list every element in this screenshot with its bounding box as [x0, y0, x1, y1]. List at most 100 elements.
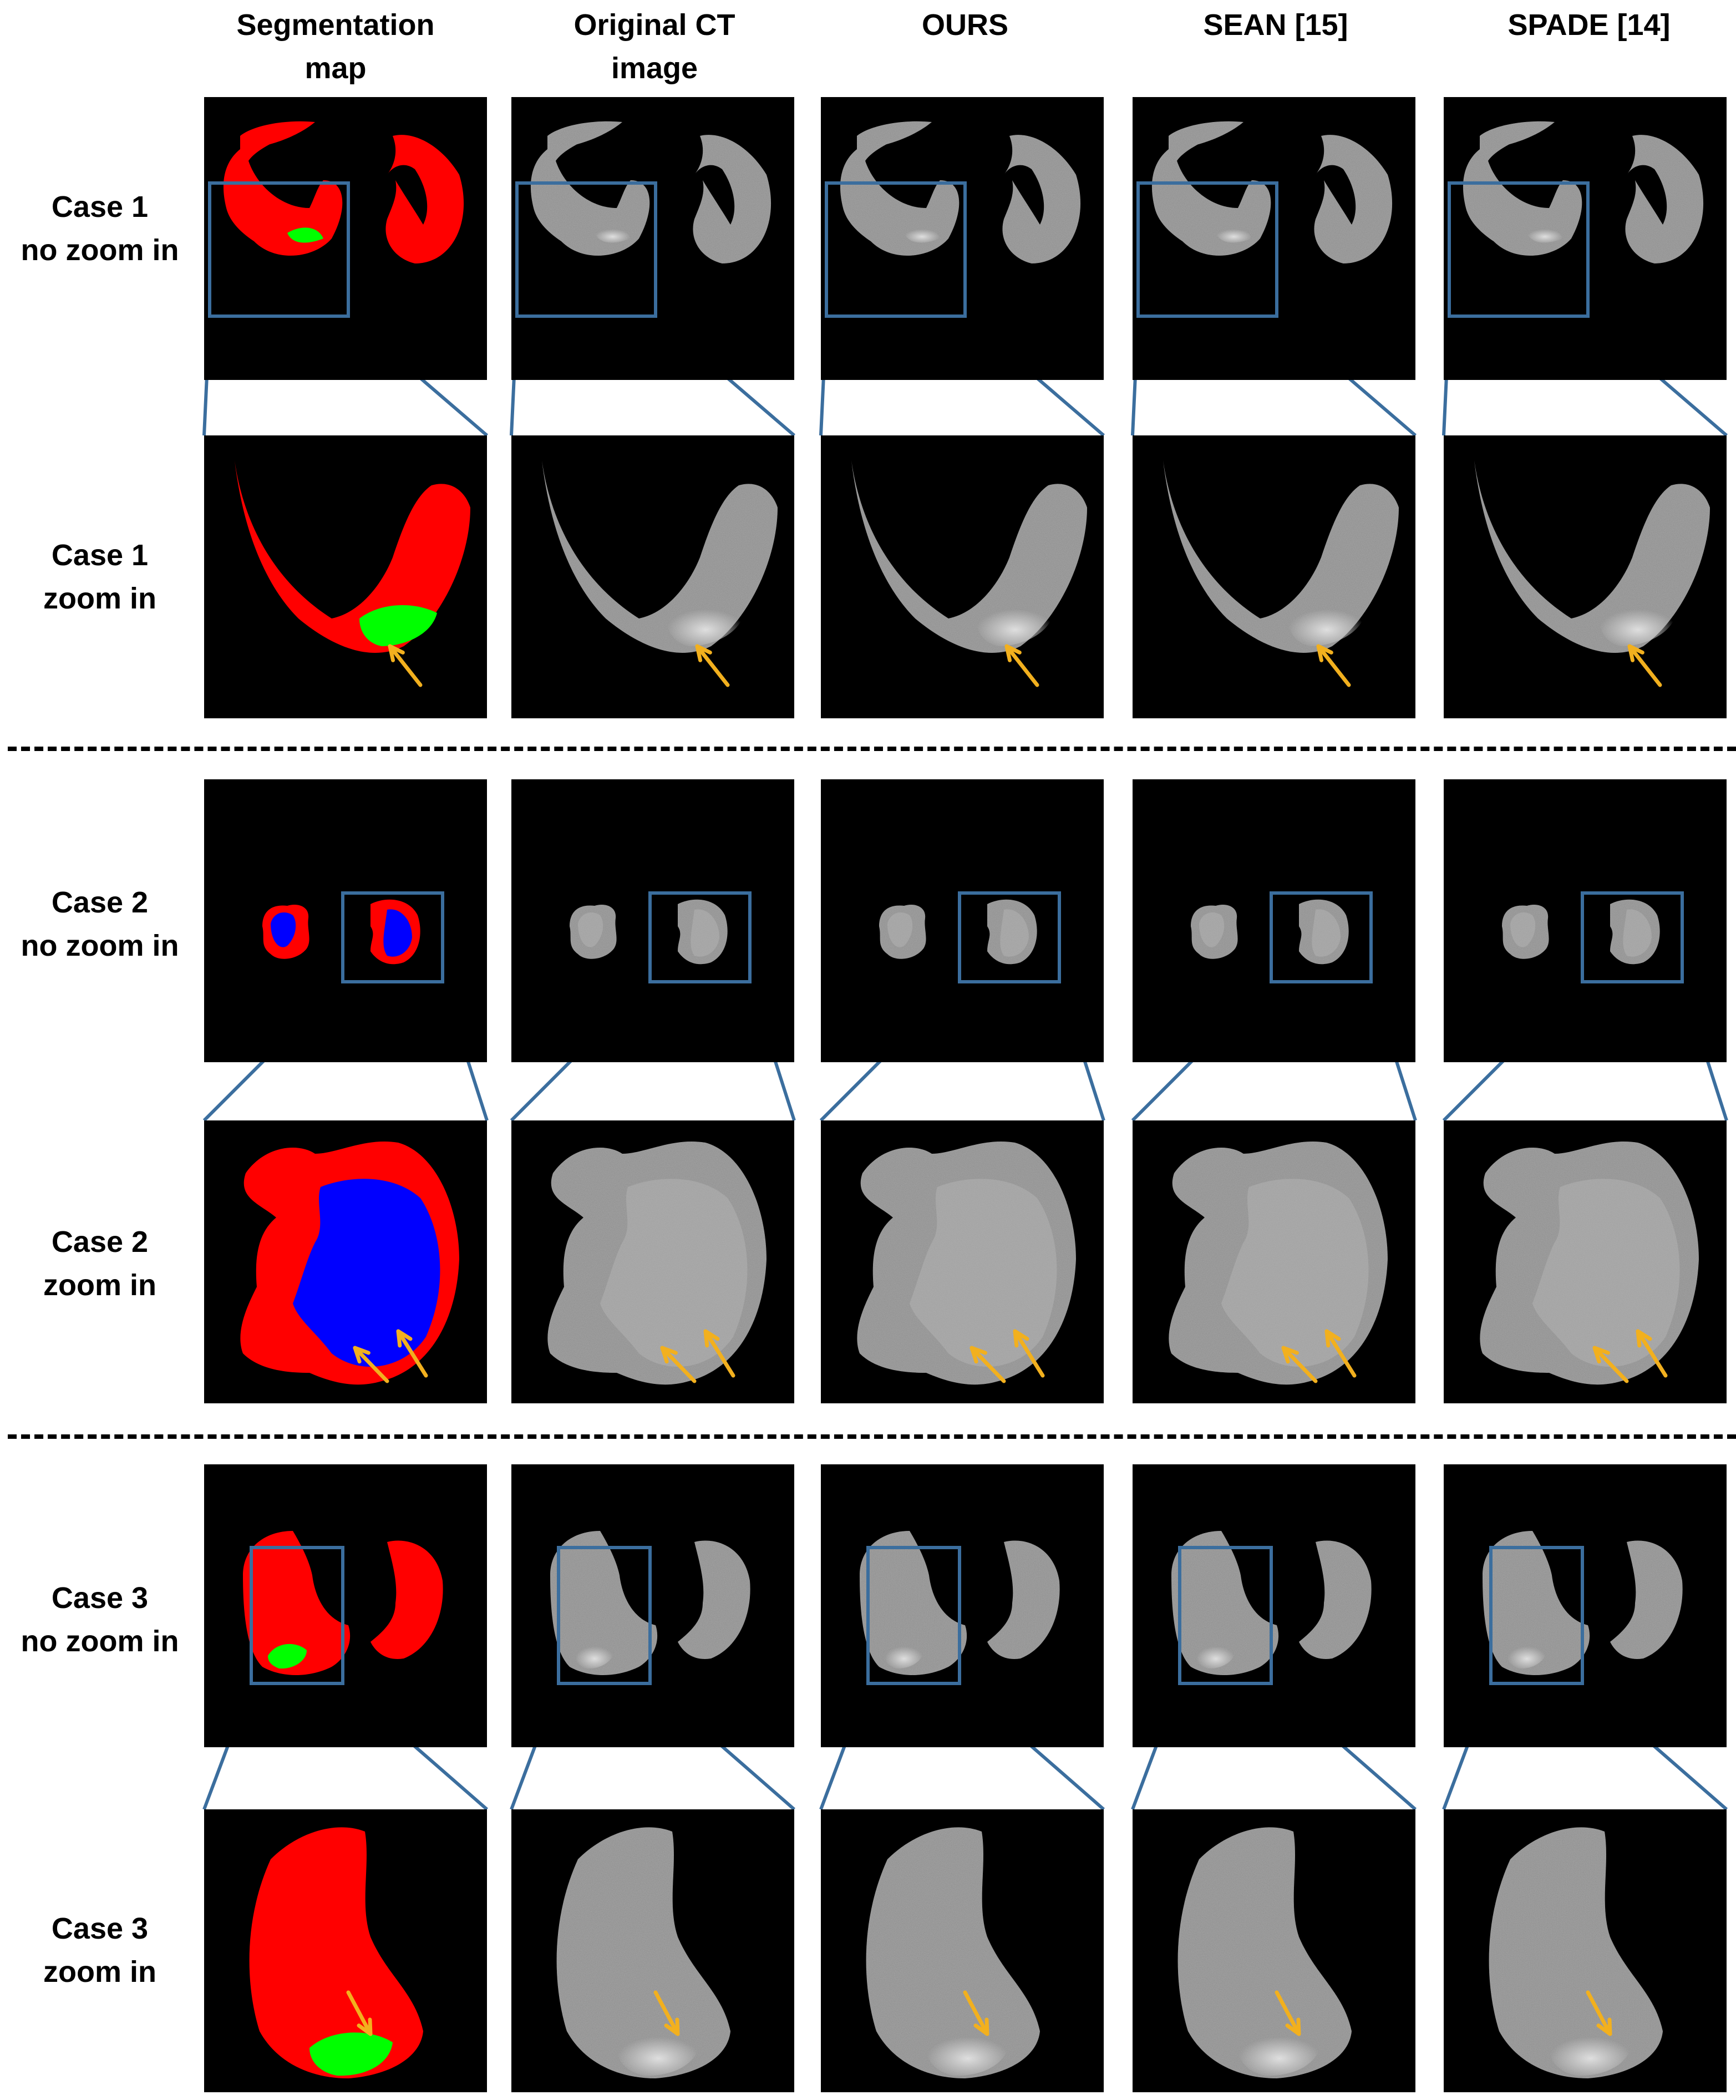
panel-case1-zoom-spade	[1444, 435, 1727, 718]
annotation-arrow	[1013, 1329, 1045, 1378]
lung-tissue	[530, 121, 650, 256]
panel-case2-overview-sean	[1133, 779, 1415, 1062]
lung-mask	[235, 460, 470, 653]
panel-case1-zoom-sean	[1133, 435, 1415, 718]
annotation-arrow	[969, 1346, 1006, 1383]
panel-case2-overview-spade	[1444, 779, 1727, 1062]
panel-case3-zoom-ct	[511, 1809, 794, 2092]
lung-tissue	[866, 1827, 1040, 2078]
row-label-line: Case 3	[51, 1581, 149, 1615]
zoom-region-box	[515, 181, 657, 318]
lung-tissue	[860, 1531, 967, 1675]
panel-case1-overview-seg	[204, 97, 487, 380]
panel-case3-overview-ct	[511, 1464, 794, 1747]
annotation-arrow	[1586, 1990, 1612, 2036]
lung-tissue	[1474, 460, 1710, 653]
lesion-mask-green	[268, 1644, 307, 1669]
column-header-line: SEAN [15]	[1203, 8, 1348, 42]
row-label-case1-zoom: Case 1 zoom in	[0, 534, 200, 620]
lesion-opacity	[600, 1179, 748, 1367]
zoom-region-box	[1178, 1546, 1273, 1685]
panel-case3-zoom-seg	[204, 1809, 487, 2092]
lung-tissue	[1002, 135, 1081, 263]
column-header-line: image	[611, 52, 698, 85]
lesion-mask-green	[287, 227, 323, 243]
column-header-ours: OURS	[821, 3, 1109, 47]
panel-case3-overview-sean	[1133, 1464, 1415, 1747]
row-label-line: Case 2	[51, 1225, 149, 1259]
row-label-case3-overview: Case 3 no zoom in	[0, 1576, 200, 1663]
lung-tissue	[1483, 1531, 1590, 1675]
row-label-line: Case 1	[51, 190, 149, 224]
row-label-line: Case 1	[51, 539, 149, 572]
lesion-opacity	[904, 227, 940, 243]
annotation-arrow	[1324, 1329, 1357, 1378]
zoom-region-box	[1136, 181, 1278, 318]
lung-tissue	[693, 135, 771, 263]
column-header-original-ct: Original CT image	[510, 3, 799, 90]
zoom-region-box	[1581, 891, 1684, 983]
row-label-case2-overview: Case 2 no zoom in	[0, 881, 200, 967]
panel-case2-overview-ct	[511, 779, 794, 1062]
lesion-mask-blue	[293, 1179, 440, 1367]
row-label-line: no zoom in	[21, 929, 179, 962]
annotation-arrow	[1592, 1346, 1629, 1383]
lung-tissue	[1151, 121, 1271, 256]
lesion-opacity	[1623, 909, 1652, 957]
panel-case2-zoom-seg	[204, 1120, 487, 1403]
lung-mask	[370, 1540, 443, 1659]
lesion-opacity	[1527, 227, 1563, 243]
zoom-region-box	[1270, 891, 1373, 983]
row-label-line: zoom in	[43, 1955, 156, 1989]
lung-tissue	[1489, 1827, 1663, 2078]
column-header-sean: SEAN [15]	[1131, 3, 1420, 47]
panel-case1-overview-spade	[1444, 97, 1727, 380]
panel-case2-zoom-spade	[1444, 1120, 1727, 1403]
lesion-opacity	[578, 912, 603, 947]
lung-mask	[249, 1827, 423, 2078]
lesion-mask-green	[359, 605, 437, 646]
lesion-opacity	[910, 1179, 1057, 1367]
panel-case1-overview-ours	[821, 97, 1104, 380]
row-label-line: zoom in	[43, 1269, 156, 1302]
lesion-opacity	[885, 1644, 923, 1669]
row-label-case1-overview: Case 1 no zoom in	[0, 185, 200, 272]
row-label-line: Case 2	[51, 886, 149, 919]
lesion-opacity	[1549, 2032, 1632, 2076]
lesion-opacity	[887, 912, 913, 947]
row-label-line: zoom in	[43, 582, 156, 615]
annotation-arrow	[388, 644, 423, 687]
row-label-line: Case 3	[51, 1912, 149, 1945]
column-header-spade: SPADE [14]	[1445, 3, 1733, 47]
lesion-opacity	[1216, 227, 1252, 243]
lung-mask	[243, 1531, 351, 1675]
panel-case3-overview-ours	[821, 1464, 1104, 1747]
lung-tissue	[542, 460, 778, 653]
lung-tissue	[1171, 1531, 1279, 1675]
lesion-opacity	[1000, 909, 1029, 957]
zoom-region-box	[866, 1546, 961, 1685]
panel-case1-zoom-seg	[204, 435, 487, 718]
annotation-arrow	[963, 1990, 989, 2036]
lesion-opacity	[667, 605, 744, 646]
lung-tissue	[1177, 1827, 1352, 2078]
column-header-segmentation-map: Segmentation map	[191, 3, 480, 90]
lung-tissue	[851, 460, 1087, 653]
column-header-line: OURS	[921, 8, 1008, 42]
lesion-opacity	[1507, 1644, 1546, 1669]
annotation-arrow	[660, 1346, 697, 1383]
lung-tissue	[987, 1540, 1060, 1659]
lesion-opacity	[595, 227, 631, 243]
case-separator	[8, 747, 1736, 751]
zoom-region-box	[1448, 181, 1590, 318]
panel-case1-zoom-ct	[511, 435, 794, 718]
column-header-line: SPADE [14]	[1507, 8, 1671, 42]
lesion-opacity	[1221, 1179, 1369, 1367]
lesion-opacity	[691, 909, 719, 957]
lesion-opacity	[1199, 912, 1225, 947]
case-separator	[8, 1434, 1736, 1439]
annotation-arrow	[1275, 1990, 1301, 2036]
panel-case3-zoom-sean	[1133, 1809, 1415, 2092]
panel-case2-overview-ours	[821, 779, 1104, 1062]
panel-case1-overview-sean	[1133, 97, 1415, 380]
